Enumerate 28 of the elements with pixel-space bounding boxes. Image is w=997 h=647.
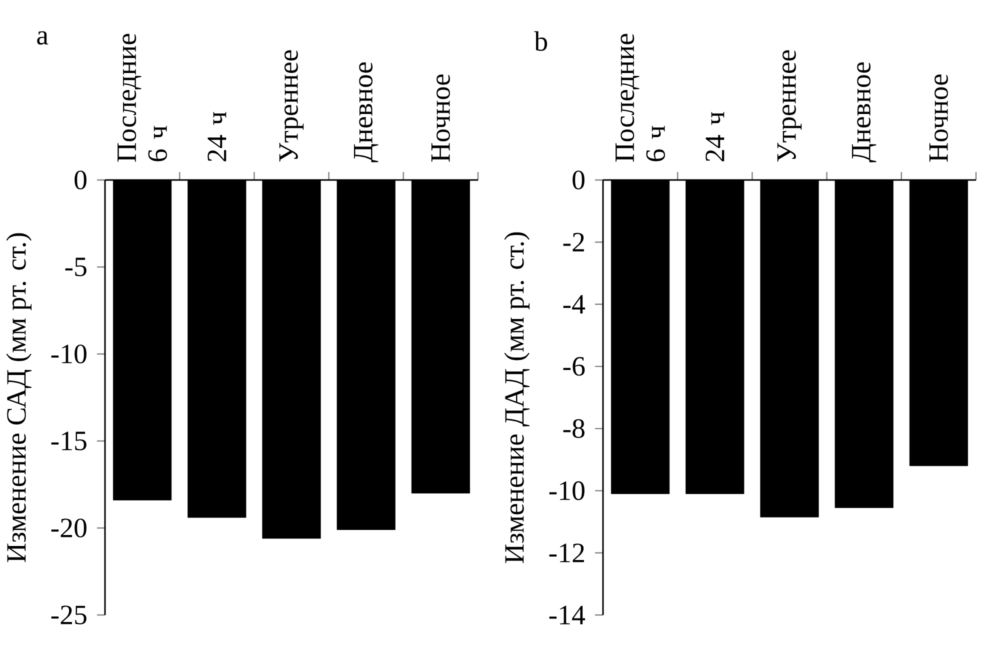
y-tick-label: -15 <box>51 432 86 450</box>
x-tick-label: Дневное <box>354 62 378 162</box>
y-tick-label: -2 <box>563 232 584 252</box>
y-tick-label: -10 <box>51 344 86 364</box>
y-tick-label: 0 <box>74 170 86 190</box>
x-tick-label: Последние 6 ч <box>118 34 168 162</box>
y-tick-label: -6 <box>563 357 585 376</box>
x-tick-label: Утреннее <box>777 50 802 162</box>
x-tick-label: Ночное <box>929 74 948 162</box>
x-tick-label: Ночное <box>431 74 450 162</box>
y-tick-label: 0 <box>572 170 584 190</box>
chart-title: b <box>534 31 548 51</box>
x-tick-label: 24 ч <box>208 112 226 162</box>
y-tick-label: -20 <box>51 518 86 538</box>
x-tick-label: Последние 6 ч <box>616 34 666 162</box>
y-tick-label: -12 <box>549 544 584 562</box>
y-axis-title: Изменение ДАД (мм рт. ст.) <box>504 232 530 564</box>
x-tick-label: Утреннее <box>279 50 304 162</box>
x-tick-label: Дневное <box>852 62 876 162</box>
chart-title: a <box>37 31 48 45</box>
y-tick-label: -5 <box>65 258 86 276</box>
y-tick-label: -8 <box>563 419 584 438</box>
y-tick-label: -10 <box>549 481 584 500</box>
x-tick-label: 24 ч <box>706 112 724 162</box>
y-tick-label: -25 <box>51 606 86 624</box>
y-tick-label: -14 <box>549 606 586 624</box>
y-axis-title: Изменение САД (мм рт. ст.) <box>6 233 32 562</box>
y-tick-label: -4 <box>563 295 586 314</box>
